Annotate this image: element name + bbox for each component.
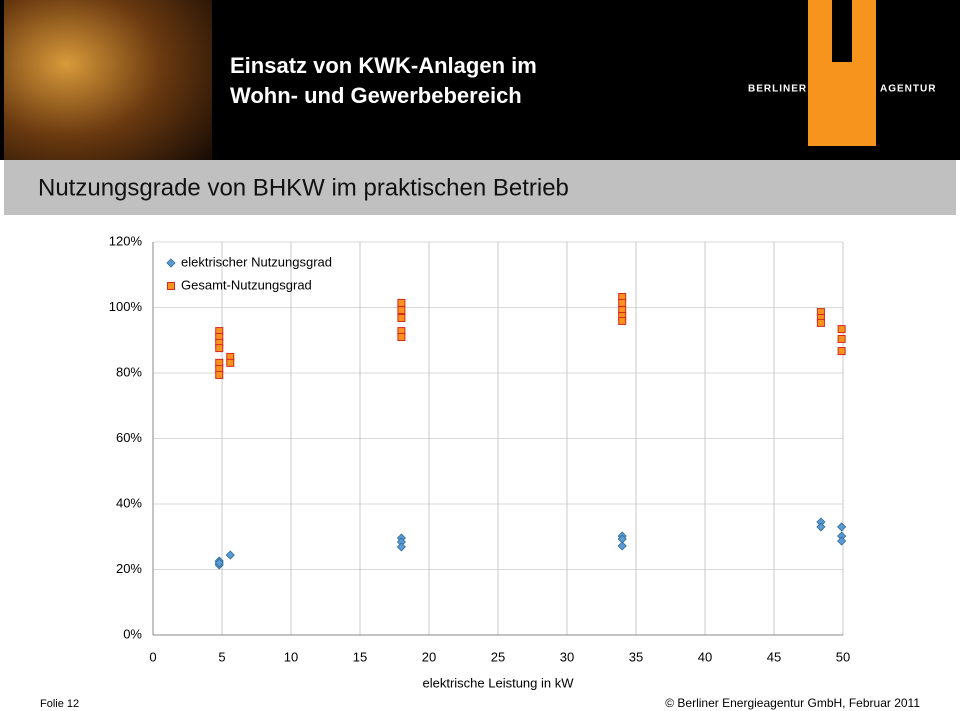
x-tick-label: 10 <box>284 649 298 664</box>
logo-text: BERLINER <box>748 84 807 95</box>
logo-text: AGENTUR <box>880 84 936 95</box>
point <box>617 541 627 551</box>
header-title: Wohn- und Gewerbebereich <box>230 83 522 108</box>
point <box>618 316 627 325</box>
point <box>397 306 406 315</box>
point <box>397 332 406 341</box>
point <box>226 358 235 367</box>
point <box>816 522 826 532</box>
x-tick-label: 0 <box>149 649 156 664</box>
x-tick-label: 25 <box>491 649 505 664</box>
point <box>837 334 846 343</box>
y-tick-label: 120% <box>109 233 143 248</box>
x-tick-label: 40 <box>698 649 712 664</box>
footer-slide: Folie 12 <box>40 698 79 710</box>
point <box>396 542 406 552</box>
point <box>215 370 224 379</box>
point <box>837 536 847 546</box>
point <box>397 298 406 307</box>
point <box>214 558 224 568</box>
x-tick-label: 20 <box>422 649 436 664</box>
y-tick-label: 20% <box>116 561 142 576</box>
point <box>837 347 846 356</box>
subtitle-band <box>4 160 956 215</box>
x-tick-label: 50 <box>836 649 850 664</box>
y-tick-label: 80% <box>116 364 142 379</box>
legend-label: Gesamt-Nutzungsgrad <box>181 277 312 292</box>
y-tick-label: 40% <box>116 495 142 510</box>
point <box>215 344 224 353</box>
point <box>225 550 235 560</box>
x-tick-label: 30 <box>560 649 574 664</box>
x-tick-label: 15 <box>353 649 367 664</box>
y-tick-label: 60% <box>116 430 142 445</box>
footer-copyright: © Berliner Energieagentur GmbH, Februar … <box>665 696 920 710</box>
header-image <box>4 0 212 160</box>
y-tick-label: 100% <box>109 299 143 314</box>
logo-shape <box>808 0 876 146</box>
x-tick-label: 35 <box>629 649 643 664</box>
point <box>837 325 846 334</box>
legend-label: elektrischer Nutzungsgrad <box>181 254 332 269</box>
plot: 0% 20% 40% 60% 80% 100% 120% 0 5 10 15 20 25 30 35 40 45… <box>109 233 850 690</box>
legend-marker <box>167 282 175 290</box>
point <box>397 313 406 322</box>
logo-text: nergie <box>836 83 869 95</box>
subtitle: Nutzungsgrade von BHKW im praktischen Be… <box>38 174 569 201</box>
point <box>618 298 627 307</box>
y-tick-label: 0% <box>123 626 142 641</box>
point <box>837 522 847 532</box>
x-axis-label: elektrische Leistung in kW <box>422 675 574 690</box>
x-tick-label: 45 <box>767 649 781 664</box>
x-tick-label: 5 <box>218 649 225 664</box>
header-title: Einsatz von KWK-Anlagen im <box>230 53 537 78</box>
legend-marker <box>166 258 176 268</box>
point <box>816 318 825 327</box>
